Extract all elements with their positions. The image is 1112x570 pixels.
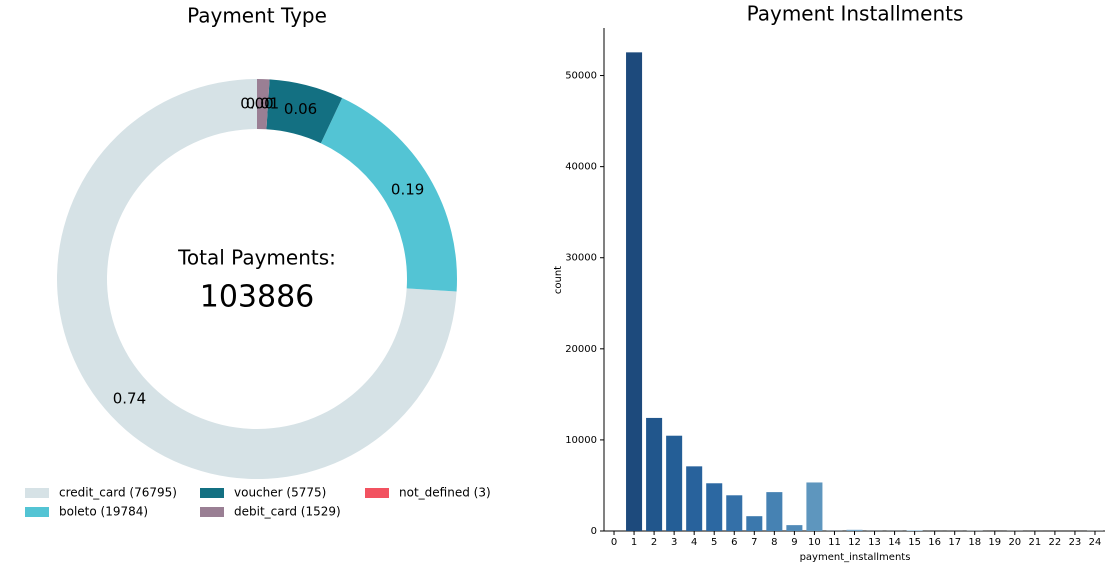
value-label: 0.19 — [391, 180, 424, 198]
x-tick-label: 11 — [828, 537, 841, 548]
value-label: 0.74 — [113, 389, 146, 407]
x-tick-label: 21 — [1028, 537, 1041, 548]
chart-title: Payment Type — [187, 4, 327, 28]
x-tick-label: 2 — [651, 537, 657, 548]
x-tick-label: 17 — [948, 537, 961, 548]
bar — [806, 482, 823, 531]
legend-label: voucher (5775) — [234, 486, 326, 500]
value-label: 0.01 — [246, 95, 279, 113]
legend-label: debit_card (1529) — [234, 505, 341, 519]
x-tick-label: 12 — [848, 537, 861, 548]
y-axis-label: count — [553, 266, 564, 294]
x-tick-label: 10 — [808, 537, 821, 548]
legend-swatch — [365, 488, 389, 498]
y-tick-label: 0 — [591, 526, 597, 537]
legend-label: not_defined (3) — [399, 486, 491, 500]
value-label: 0.00 — [240, 95, 273, 113]
legend-label: boleto (19784) — [59, 505, 148, 519]
x-tick-label: 13 — [868, 537, 881, 548]
legend-swatch — [25, 507, 49, 517]
x-tick-label: 8 — [771, 537, 777, 548]
x-tick-label: 6 — [731, 537, 737, 548]
value-label: 0.06 — [284, 100, 317, 118]
x-tick-label: 14 — [888, 537, 901, 548]
pie-slice — [266, 79, 343, 144]
x-tick-label: 24 — [1089, 537, 1102, 548]
center-total: 103886 — [200, 280, 315, 315]
x-tick-label: 22 — [1049, 537, 1062, 548]
bar — [766, 492, 783, 531]
bar — [786, 525, 803, 531]
x-tick-label: 23 — [1069, 537, 1082, 548]
pie-slice — [257, 79, 270, 130]
y-tick-label: 40000 — [565, 162, 597, 173]
pie-slice — [320, 98, 457, 292]
bar — [846, 529, 863, 531]
x-tick-label: 0 — [611, 537, 617, 548]
legend-swatch — [25, 488, 49, 498]
y-tick-label: 10000 — [565, 435, 597, 446]
x-tick-label: 19 — [988, 537, 1001, 548]
x-tick-label: 4 — [691, 537, 697, 548]
center-title: Total Payments: — [177, 246, 336, 270]
legend-label: credit_card (76795) — [59, 486, 177, 500]
bar — [706, 483, 723, 531]
legend-swatch — [200, 507, 224, 517]
x-tick-label: 20 — [1008, 537, 1021, 548]
x-tick-label: 9 — [791, 537, 797, 548]
bar — [666, 435, 683, 531]
bar — [626, 52, 643, 532]
y-tick-label: 20000 — [565, 344, 597, 355]
bar — [646, 417, 663, 531]
bar — [686, 466, 703, 531]
y-tick-label: 30000 — [565, 253, 597, 264]
chart-title: Payment Installments — [747, 2, 964, 26]
bar — [746, 516, 763, 531]
bar — [906, 530, 923, 531]
x-tick-label: 15 — [908, 537, 921, 548]
x-tick-label: 5 — [711, 537, 717, 548]
y-tick-label: 50000 — [565, 71, 597, 82]
x-tick-label: 18 — [968, 537, 981, 548]
x-tick-label: 1 — [631, 537, 637, 548]
x-tick-label: 7 — [751, 537, 757, 548]
x-axis-label: payment_installments — [800, 552, 911, 563]
x-tick-label: 16 — [928, 537, 941, 548]
bar — [726, 495, 743, 531]
x-tick-label: 3 — [671, 537, 677, 548]
legend-swatch — [200, 488, 224, 498]
